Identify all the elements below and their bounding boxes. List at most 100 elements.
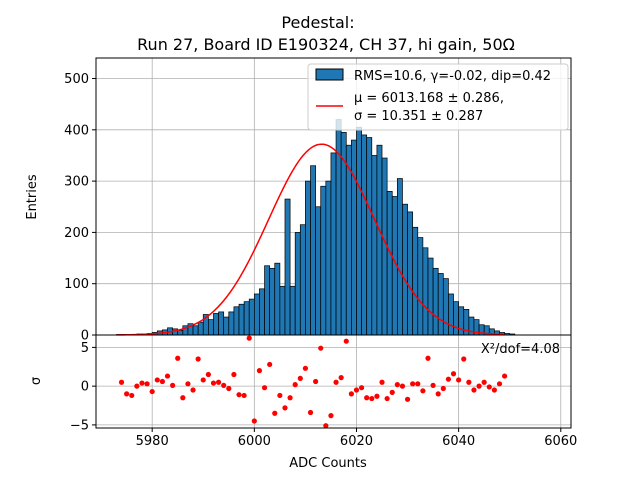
histogram-bar — [233, 306, 240, 336]
residual-point — [445, 376, 452, 382]
residual-point — [231, 371, 237, 378]
legend-fit-label-mu: μ = 6013.168 ± 0.286, — [354, 91, 504, 106]
residual-point — [323, 423, 329, 429]
histogram-bar — [376, 144, 383, 336]
residual-point — [343, 338, 349, 344]
histogram-bar — [177, 330, 184, 336]
histogram-bar — [218, 311, 225, 336]
histogram-bar — [427, 257, 434, 336]
histogram-bar — [315, 206, 322, 336]
histogram-bar — [289, 285, 296, 336]
residual-point — [389, 389, 395, 395]
residual-point — [139, 380, 145, 386]
histogram-bar — [386, 191, 393, 336]
residual-point — [256, 368, 263, 374]
residual-point — [420, 388, 426, 394]
residual-point — [496, 381, 503, 387]
x-tick-label: 6040 — [442, 434, 475, 449]
residual-point — [379, 379, 385, 385]
histogram-bar — [448, 293, 454, 336]
histogram-bar — [442, 278, 449, 336]
bottom-y-axis-label: σ — [29, 377, 44, 385]
bottom-y-tick-label: −5 — [70, 418, 89, 433]
x-tick-label: 5980 — [136, 434, 169, 449]
histogram-bar — [269, 267, 276, 336]
residual-point — [302, 365, 309, 371]
histogram-bar — [259, 288, 265, 336]
residual-point — [364, 395, 370, 401]
histogram-bar — [356, 126, 362, 336]
residual-point — [328, 413, 334, 419]
histogram-bar — [279, 285, 286, 336]
x-tick-label: 6000 — [238, 434, 271, 449]
x-tick-label: 6020 — [340, 434, 373, 449]
top-y-tick-label: 100 — [64, 277, 89, 292]
residual-point — [226, 385, 232, 392]
residual-point — [333, 379, 339, 385]
histogram-bar — [310, 165, 316, 336]
residual-point — [502, 373, 508, 379]
residual-point — [297, 375, 303, 381]
residual-point — [195, 356, 201, 362]
residual-point — [282, 405, 288, 411]
residual-point — [236, 392, 242, 398]
residual-point — [185, 381, 191, 387]
residual-point — [292, 382, 298, 388]
residual-point — [374, 393, 380, 399]
residual-point — [353, 387, 360, 393]
histogram-bar — [351, 139, 357, 336]
residual-point — [154, 377, 160, 383]
residual-point — [134, 383, 140, 389]
residual-point — [486, 384, 492, 390]
residual-point — [456, 377, 462, 383]
residual-point — [129, 392, 135, 399]
residual-point — [369, 395, 375, 402]
legend-fit-label-sigma: σ = 10.351 ± 0.287 — [354, 109, 483, 124]
residual-point — [149, 388, 155, 395]
x-ticks: 5980 6000 6020 6040 6060 — [136, 428, 577, 449]
chart-title-line2: Run 27, Board ID E190324, CH 37, hi gain… — [137, 35, 515, 54]
residual-point — [318, 345, 324, 351]
chart-title-line1: Pedestal: — [281, 13, 354, 32]
residual-point — [358, 385, 365, 391]
bottom-y-tick-label: 0 — [81, 380, 89, 395]
histogram-bar — [264, 265, 271, 336]
residual-point — [430, 382, 436, 388]
histogram-bar — [274, 262, 281, 336]
residual-point — [440, 385, 446, 392]
residual-point — [307, 409, 314, 416]
histogram-bar — [299, 224, 306, 336]
residual-point — [287, 395, 293, 401]
residual-point — [404, 396, 411, 402]
bottom-y-tick-label: 5 — [81, 341, 89, 356]
histogram-bar — [402, 203, 408, 336]
top-y-ticks: 0 100 200 300 400 500 — [64, 72, 96, 344]
residual-point — [384, 395, 390, 402]
residual-point — [190, 387, 196, 393]
histogram-bar — [192, 325, 199, 336]
residual-point — [205, 371, 211, 378]
legend-histogram-label: RMS=10.6, γ=-0.02, dip=0.42 — [354, 69, 551, 84]
residual-point — [164, 373, 171, 379]
residual-point — [410, 381, 416, 387]
residual-point — [215, 379, 222, 385]
histogram-bar — [371, 155, 378, 336]
histogram-bar — [320, 185, 327, 336]
top-y-axis-label: Entries — [25, 174, 40, 220]
residual-point — [159, 378, 165, 385]
histogram-bar — [213, 313, 219, 336]
histogram-bar — [458, 306, 465, 336]
histogram-bar — [412, 226, 419, 336]
gaussian-fit-curve — [116, 143, 505, 336]
residual-point — [175, 355, 181, 361]
legend-box — [307, 63, 569, 131]
residual-points — [118, 335, 508, 429]
histogram-bar — [284, 198, 291, 336]
residual-point — [313, 378, 319, 385]
legend: RMS=10.6, γ=-0.02, dip=0.42 μ = 6013.168… — [307, 63, 569, 131]
histogram-bar — [453, 301, 459, 336]
histogram-bar — [223, 316, 230, 336]
histogram-bar — [325, 180, 332, 336]
residual-point — [200, 377, 206, 383]
